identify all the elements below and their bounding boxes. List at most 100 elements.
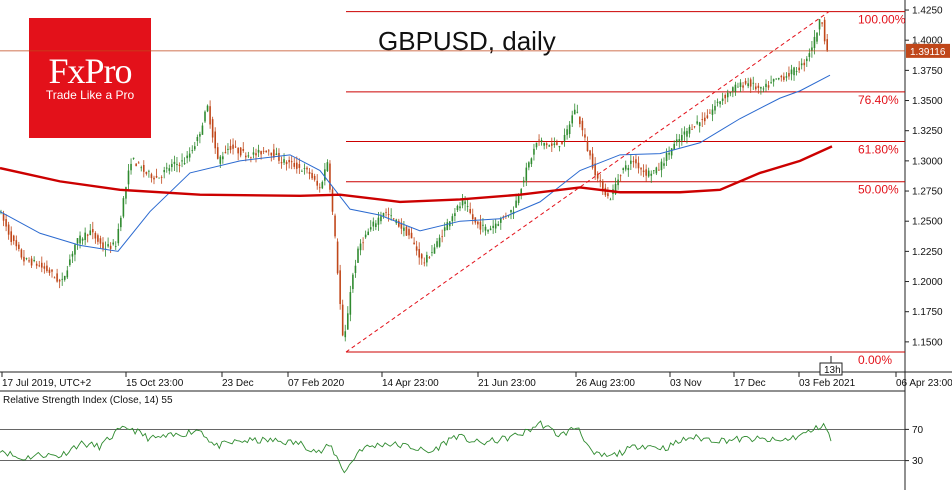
- candle-body: [497, 224, 500, 226]
- candle-body: [721, 98, 724, 102]
- candle-body: [354, 265, 357, 273]
- candle-body: [573, 109, 576, 115]
- candle-body: [788, 73, 790, 77]
- candle-body: [377, 217, 380, 225]
- candle-body: [7, 224, 10, 235]
- candle-body: [234, 146, 237, 148]
- candle-body: [438, 237, 441, 247]
- candle-body: [632, 161, 635, 163]
- candle-body: [313, 175, 316, 180]
- candle-body: [347, 313, 349, 330]
- candle-body: [112, 242, 114, 245]
- candle-body: [222, 156, 224, 160]
- candle-body: [321, 181, 324, 189]
- candle-body: [125, 187, 127, 199]
- candle-body: [589, 150, 591, 156]
- candle-body: [795, 71, 798, 72]
- candle-body: [482, 224, 484, 226]
- candle-body: [41, 262, 43, 268]
- y-tick-label: 1.1500: [912, 337, 943, 348]
- candle-body: [576, 111, 579, 113]
- candle-body: [30, 258, 33, 266]
- candle-body: [176, 163, 178, 166]
- candle-body: [653, 170, 655, 172]
- fib-level-label: 61.80%: [858, 143, 899, 157]
- candle-body: [311, 172, 313, 179]
- x-tick-label: 03 Feb 2021: [799, 378, 856, 389]
- candle-body: [326, 162, 329, 172]
- candle-body: [94, 232, 97, 239]
- candle-body: [247, 155, 250, 157]
- candle-body: [324, 169, 326, 181]
- candle-body: [719, 101, 721, 105]
- candle-body: [530, 158, 533, 165]
- candle-body: [257, 149, 260, 153]
- candle-body: [35, 263, 38, 266]
- candle-body: [15, 240, 18, 247]
- candle-body: [670, 148, 673, 156]
- candle-body: [548, 145, 551, 147]
- rsi-line: [0, 420, 832, 474]
- candle-body: [459, 206, 461, 209]
- candle-body: [770, 82, 772, 83]
- candle-body: [683, 131, 686, 135]
- candle-body: [46, 265, 48, 272]
- candle-body: [224, 152, 227, 154]
- candle-body: [63, 275, 66, 280]
- candle-body: [803, 62, 806, 66]
- candle-body: [637, 162, 640, 169]
- candle-body: [278, 152, 280, 161]
- candle-body: [25, 257, 28, 259]
- candle-body: [673, 143, 675, 150]
- candle-body: [301, 170, 303, 172]
- candle-body: [813, 36, 816, 49]
- candle-body: [553, 143, 556, 146]
- candle-body: [816, 32, 818, 42]
- candle-body: [114, 246, 117, 247]
- candle-body: [688, 126, 691, 134]
- candle-body: [155, 175, 158, 178]
- candle-body: [206, 105, 209, 112]
- candle-body: [464, 201, 466, 204]
- candle-body: [204, 111, 206, 122]
- candle-body: [359, 243, 362, 251]
- candle-body: [12, 235, 15, 242]
- candle-body: [655, 167, 658, 174]
- current-price-badge: [906, 43, 950, 58]
- candle-body: [492, 225, 494, 228]
- candle-body: [658, 169, 660, 171]
- y-tick-label: 1.2250: [912, 247, 943, 258]
- candle-body: [43, 266, 46, 269]
- candle-body: [160, 176, 163, 178]
- x-tick-label: 07 Feb 2020: [288, 378, 345, 389]
- candle-body: [288, 159, 290, 163]
- candle-body: [283, 159, 285, 163]
- candle-body: [306, 167, 308, 170]
- candle-body: [477, 221, 479, 225]
- candle-body: [586, 141, 589, 152]
- candle-body: [191, 150, 194, 152]
- candle-body: [630, 160, 632, 164]
- candle-body: [120, 217, 122, 228]
- y-tick-label: 1.2500: [912, 217, 943, 228]
- candle-body: [517, 195, 520, 203]
- candle-body: [245, 155, 247, 158]
- candle-body: [380, 216, 382, 222]
- candle-body: [535, 142, 538, 148]
- candle-body: [596, 173, 599, 179]
- candle-body: [372, 221, 375, 227]
- candle-body: [97, 235, 99, 242]
- fib-level-label: 0.00%: [858, 353, 892, 367]
- candle-body: [691, 128, 693, 130]
- candle-body: [777, 77, 780, 80]
- candle-body: [181, 160, 183, 162]
- candle-body: [533, 148, 535, 155]
- candle-body: [173, 161, 176, 164]
- candle-body: [331, 189, 334, 212]
- candle-body: [752, 82, 755, 84]
- candle-body: [186, 155, 188, 159]
- candle-body: [686, 130, 688, 137]
- candle-body: [56, 273, 58, 282]
- candle-body: [398, 220, 400, 227]
